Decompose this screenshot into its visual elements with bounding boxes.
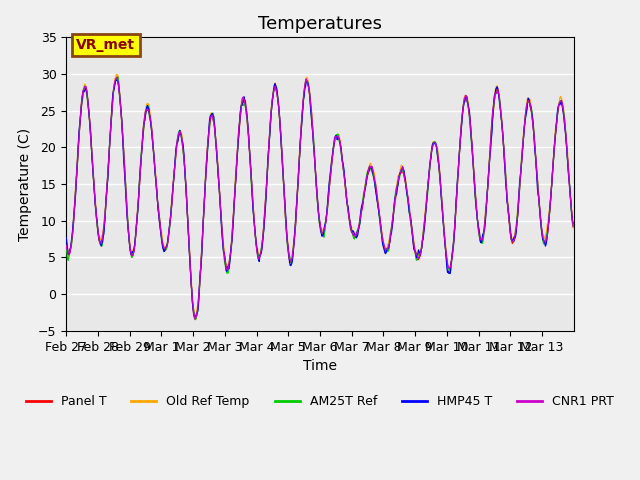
Text: VR_met: VR_met — [76, 38, 135, 52]
Title: Temperatures: Temperatures — [258, 15, 382, 33]
Y-axis label: Temperature (C): Temperature (C) — [19, 128, 33, 240]
Legend: Panel T, Old Ref Temp, AM25T Ref, HMP45 T, CNR1 PRT: Panel T, Old Ref Temp, AM25T Ref, HMP45 … — [21, 390, 619, 413]
X-axis label: Time: Time — [303, 359, 337, 373]
